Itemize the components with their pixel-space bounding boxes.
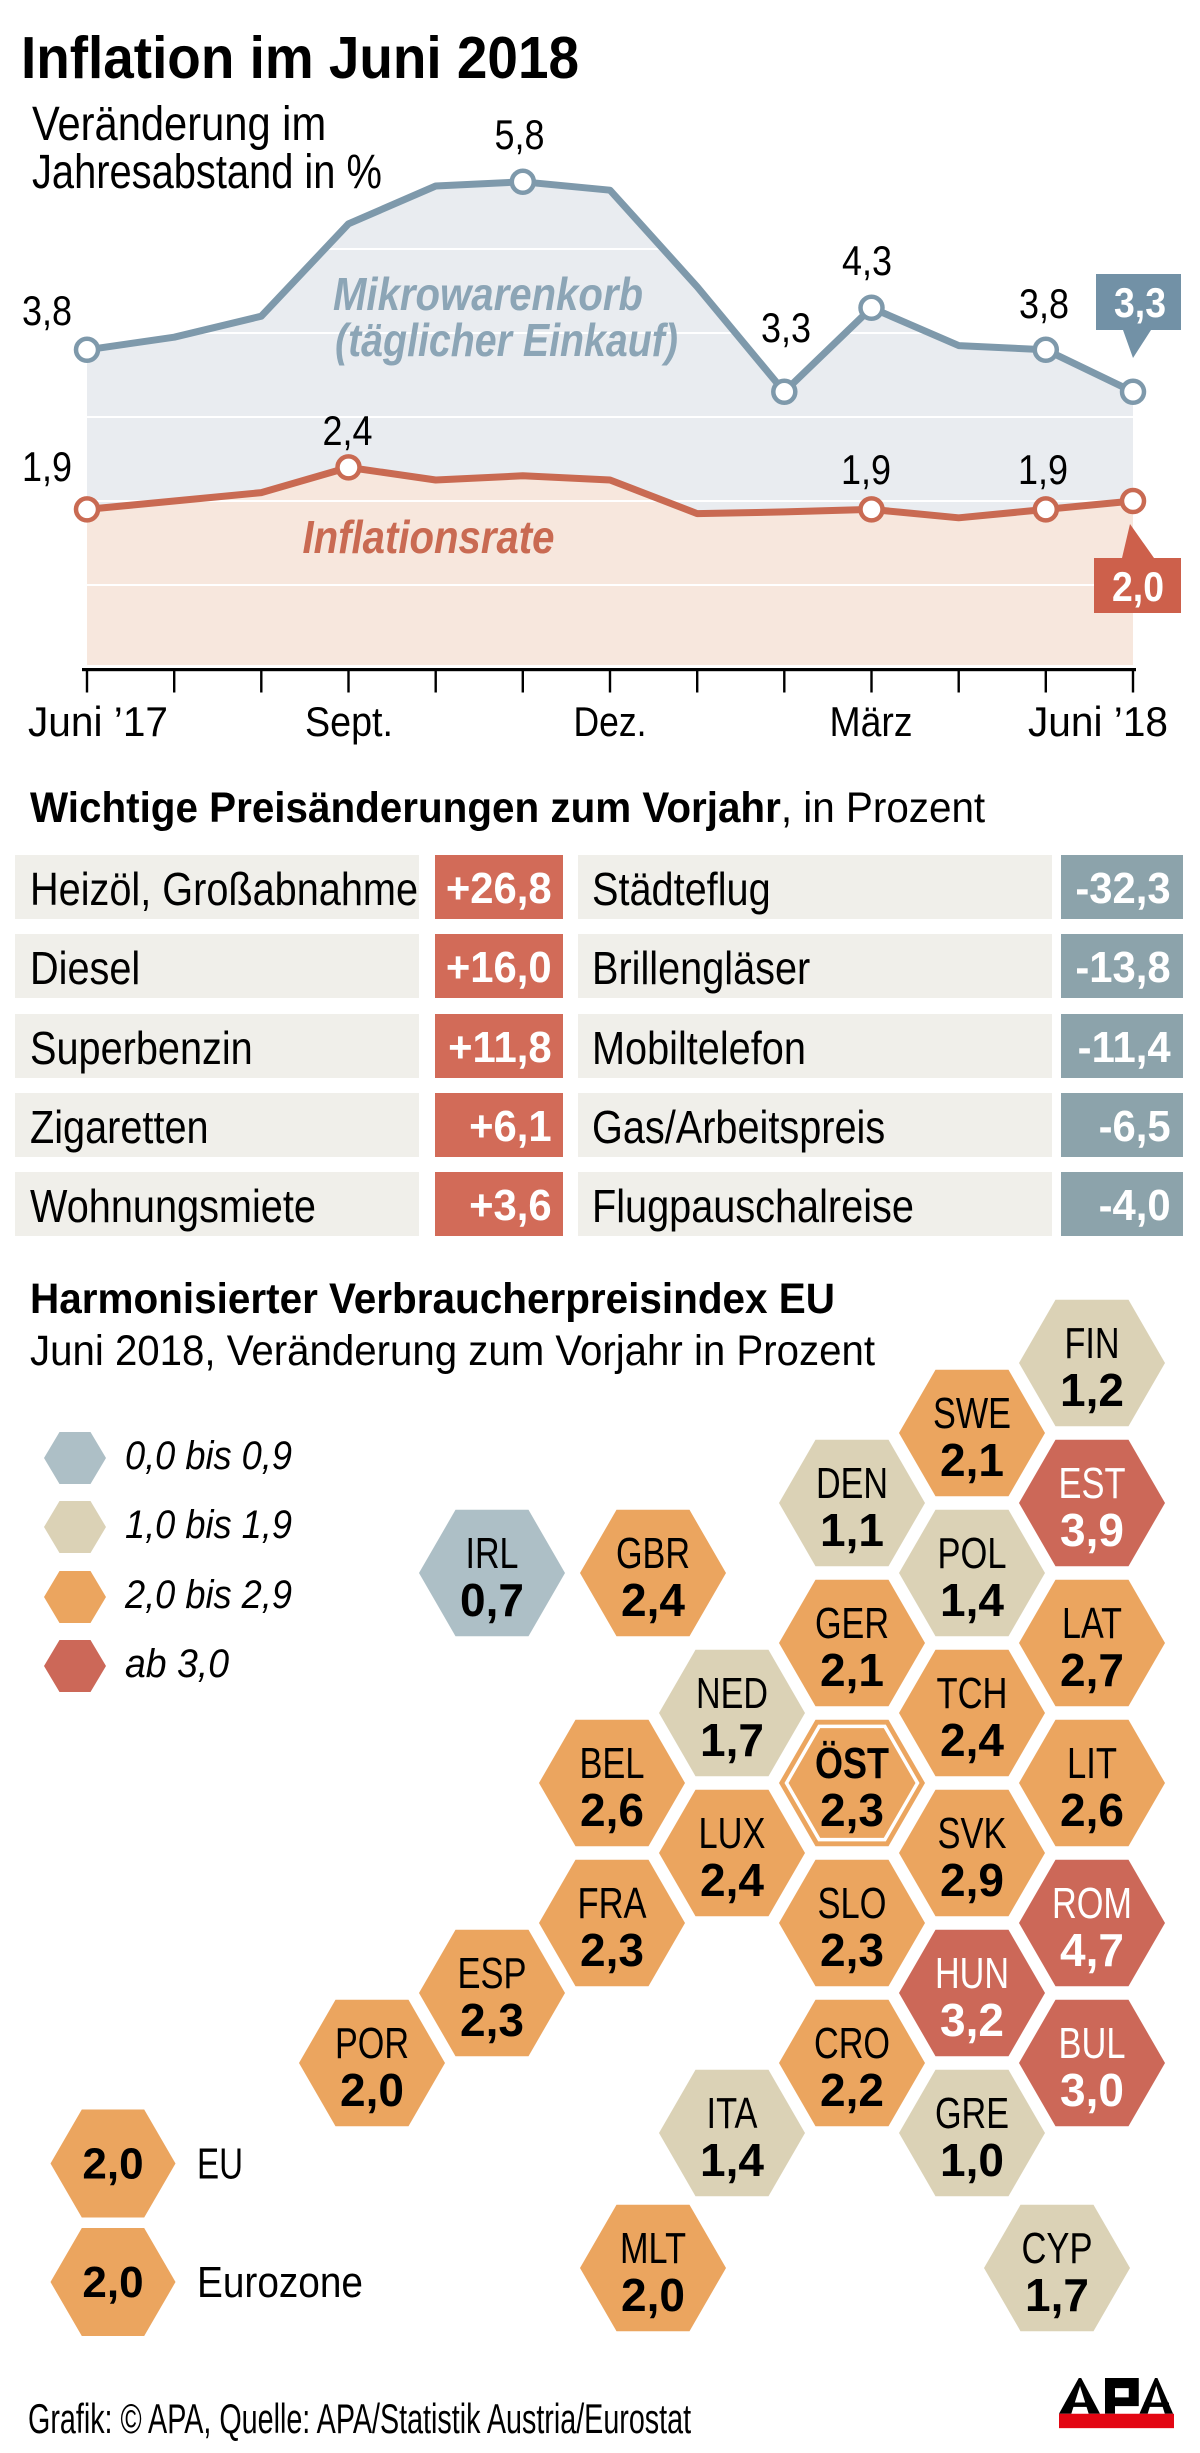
svg-text:ab 3,0: ab 3,0 [125,1642,229,1686]
svg-text:ÖST: ÖST [815,1739,889,1788]
svg-text:2,3: 2,3 [460,1994,524,2046]
svg-text:4,7: 4,7 [1060,1924,1124,1976]
svg-text:Eurozone: Eurozone [197,2258,363,2307]
svg-text:2,6: 2,6 [1060,1784,1124,1836]
svg-text:IRL: IRL [466,1529,519,1578]
svg-text:GBR: GBR [616,1529,690,1578]
svg-text:1,0: 1,0 [940,2134,1004,2186]
svg-text:1,9: 1,9 [1018,446,1068,493]
svg-text:FRA: FRA [578,1879,648,1928]
svg-text:ITA: ITA [707,2089,759,2138]
svg-text:2,0: 2,0 [621,2269,685,2321]
svg-text:SWE: SWE [933,1389,1011,1438]
svg-text:2,4: 2,4 [323,407,373,454]
svg-text:LIT: LIT [1067,1739,1117,1788]
svg-text:Dez.: Dez. [574,698,647,745]
svg-text:3,9: 3,9 [1060,1504,1124,1556]
svg-text:BEL: BEL [580,1739,645,1788]
svg-text:3,3: 3,3 [1114,279,1166,326]
svg-text:2,4: 2,4 [700,1854,764,1906]
svg-text:Juni ’17: Juni ’17 [28,698,168,745]
svg-text:2,0: 2,0 [82,2140,143,2189]
svg-text:DEN: DEN [816,1459,888,1508]
svg-text:1,9: 1,9 [841,446,891,493]
svg-text:3,0: 3,0 [1060,2064,1124,2116]
svg-text:2,0: 2,0 [340,2064,404,2116]
svg-text:LUX: LUX [699,1809,766,1858]
svg-text:2,0 bis 2,9: 2,0 bis 2,9 [124,1573,292,1617]
svg-text:SLO: SLO [818,1879,887,1928]
svg-text:Juni ’18: Juni ’18 [1028,698,1168,745]
svg-text:MLT: MLT [620,2224,686,2273]
svg-text:CRO: CRO [814,2019,890,2068]
svg-text:FIN: FIN [1065,1319,1120,1368]
svg-text:2,3: 2,3 [580,1924,644,1976]
svg-text:1,0 bis 1,9: 1,0 bis 1,9 [125,1503,292,1547]
svg-text:1,4: 1,4 [700,2134,764,2186]
svg-text:1,7: 1,7 [700,1714,764,1766]
svg-text:2,7: 2,7 [1060,1644,1124,1696]
svg-text:TCH: TCH [937,1669,1008,1718]
svg-text:(täglicher Einkauf): (täglicher Einkauf) [335,314,678,366]
svg-text:EST: EST [1059,1459,1126,1508]
svg-text:0,0 bis 0,9: 0,0 bis 0,9 [125,1434,292,1478]
svg-text:0,7: 0,7 [460,1574,524,1626]
svg-text:3,8: 3,8 [1019,280,1069,327]
svg-text:GRE: GRE [935,2089,1009,2138]
svg-text:2,3: 2,3 [820,1924,884,1976]
svg-text:5,8: 5,8 [495,111,545,158]
svg-text:Sept.: Sept. [305,698,393,745]
svg-text:3,2: 3,2 [940,1994,1004,2046]
svg-text:2,0: 2,0 [82,2258,143,2307]
svg-text:CYP: CYP [1022,2224,1093,2273]
svg-text:POR: POR [335,2019,409,2068]
svg-text:EU: EU [197,2140,243,2189]
svg-text:1,7: 1,7 [1025,2269,1089,2321]
svg-text:Mikrowarenkorb: Mikrowarenkorb [333,268,643,320]
svg-text:2,9: 2,9 [940,1854,1004,1906]
svg-text:4,3: 4,3 [842,237,892,284]
svg-text:GER: GER [815,1599,889,1648]
svg-text:HUN: HUN [935,1949,1009,1998]
svg-text:ROM: ROM [1052,1879,1132,1928]
svg-text:2,1: 2,1 [820,1644,884,1696]
svg-text:BUL: BUL [1059,2019,1126,2068]
svg-text:3,8: 3,8 [22,287,72,334]
svg-text:2,0: 2,0 [1112,563,1164,610]
svg-text:1,2: 1,2 [1060,1364,1124,1416]
svg-text:LAT: LAT [1062,1599,1122,1648]
svg-text:2,1: 2,1 [940,1434,1004,1486]
svg-text:März: März [830,698,913,745]
svg-text:2,6: 2,6 [580,1784,644,1836]
svg-text:2,3: 2,3 [820,1784,884,1836]
svg-text:2,2: 2,2 [820,2064,884,2116]
svg-text:3,3: 3,3 [761,304,811,351]
svg-text:1,9: 1,9 [22,443,72,490]
svg-text:NED: NED [696,1669,768,1718]
svg-text:SVK: SVK [938,1809,1007,1858]
svg-text:Inflationsrate: Inflationsrate [303,511,555,563]
svg-text:2,4: 2,4 [940,1714,1004,1766]
svg-text:ESP: ESP [458,1949,527,1998]
svg-text:POL: POL [938,1529,1007,1578]
svg-text:2,4: 2,4 [621,1574,685,1626]
svg-text:1,4: 1,4 [940,1574,1004,1626]
svg-text:1,1: 1,1 [820,1504,884,1556]
